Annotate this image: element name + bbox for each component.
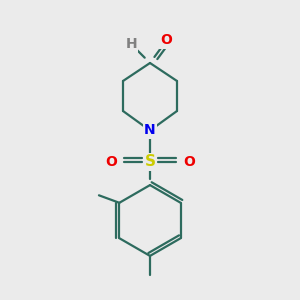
- Text: N: N: [144, 124, 156, 137]
- Text: O: O: [105, 155, 117, 169]
- Text: H: H: [126, 38, 137, 51]
- Text: O: O: [183, 155, 195, 169]
- Text: O: O: [160, 34, 172, 47]
- Text: S: S: [145, 154, 155, 169]
